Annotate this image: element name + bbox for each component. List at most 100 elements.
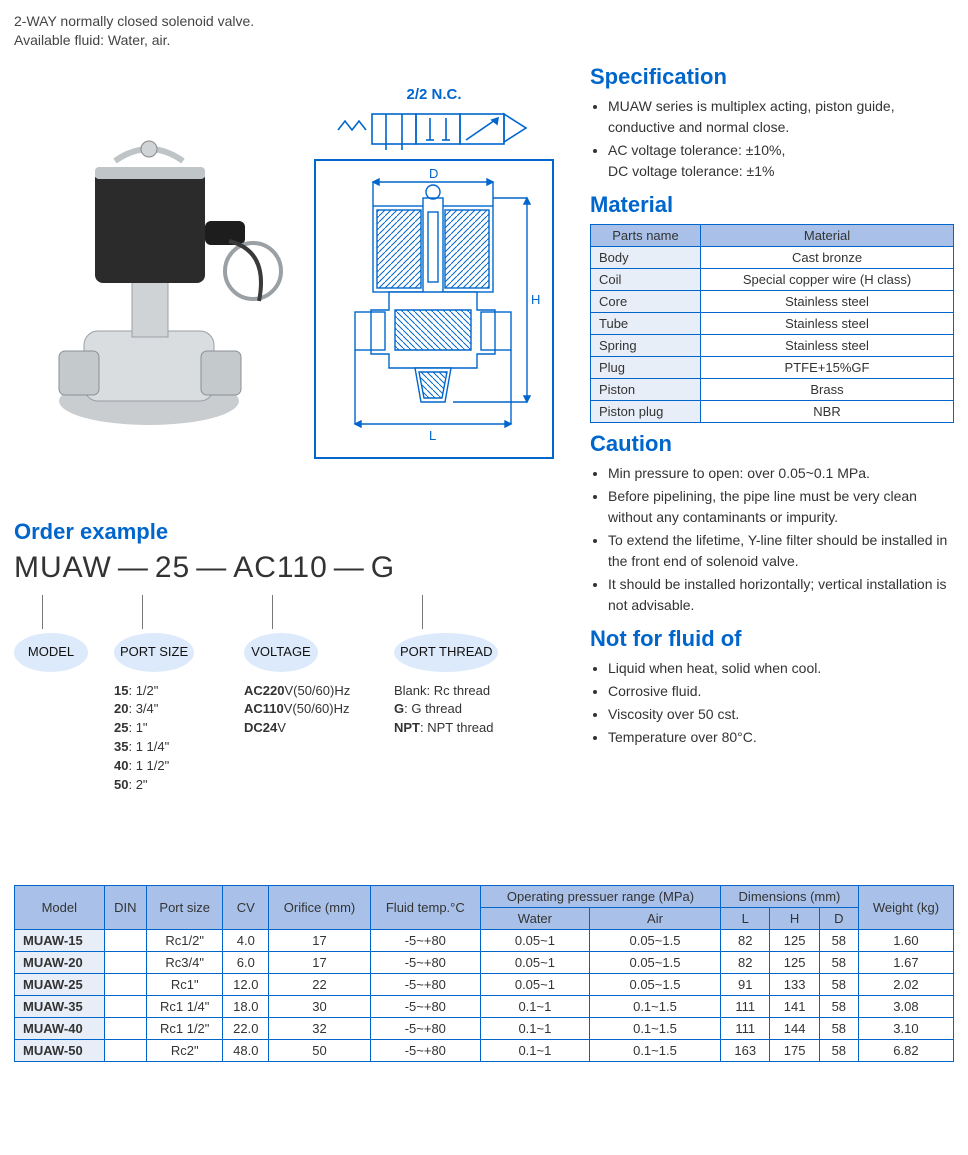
notfor-list: Liquid when heat, solid when cool.Corros…: [590, 658, 954, 748]
specification-item: AC voltage tolerance: ±10%, DC voltage t…: [608, 140, 954, 182]
spec-cell: 22.0: [223, 1017, 269, 1039]
material-value: Cast bronze: [701, 246, 954, 268]
spec-cell: 141: [770, 995, 819, 1017]
material-header-material: Material: [701, 224, 954, 246]
spec-subheader: L: [721, 907, 770, 929]
spec-cell: 6.82: [858, 1039, 953, 1061]
intro-line1: 2-WAY normally closed solenoid valve.: [14, 12, 954, 31]
spec-cell: 0.05~1: [480, 973, 589, 995]
spec-cell: 91: [721, 973, 770, 995]
notfor-item: Liquid when heat, solid when cool.: [608, 658, 954, 679]
spec-cell: -5~+80: [370, 951, 480, 973]
spec-cell: Rc1 1/2": [147, 1017, 223, 1039]
order-code: MUAW—25—AC110—G: [14, 551, 574, 585]
specification-item: MUAW series is multiplex acting, piston …: [608, 96, 954, 138]
material-part-name: Tube: [591, 312, 701, 334]
spec-cell: Rc1/2": [147, 929, 223, 951]
dim-d: D: [429, 168, 438, 181]
spec-cell: 3.10: [858, 1017, 953, 1039]
specification-list: MUAW series is multiplex acting, piston …: [590, 96, 954, 182]
spec-cell: Rc2": [147, 1039, 223, 1061]
order-col-line: Blank: Rc thread: [394, 682, 544, 701]
spec-cell: 0.05~1.5: [589, 929, 720, 951]
spec-cell: 58: [819, 951, 858, 973]
spec-cell: 175: [770, 1039, 819, 1061]
order-col-line: AC110V(50/60)Hz: [244, 700, 394, 719]
spec-cell: 125: [770, 951, 819, 973]
spec-cell: 0.05~1.5: [589, 973, 720, 995]
model-spec-table: ModelDINPort sizeCVOrifice (mm)Fluid tem…: [14, 885, 954, 1062]
order-col-line: DC24V: [244, 719, 394, 738]
material-value: Brass: [701, 378, 954, 400]
spec-model-cell: MUAW-35: [15, 995, 105, 1017]
spec-subheader: Water: [480, 907, 589, 929]
spec-header: Model: [15, 885, 105, 929]
material-value: PTFE+15%GF: [701, 356, 954, 378]
spec-cell: 0.1~1: [480, 1039, 589, 1061]
spec-cell: [104, 1017, 146, 1039]
spec-cell: 1.67: [858, 951, 953, 973]
spec-subheader: Air: [589, 907, 720, 929]
spec-cell: 50: [269, 1039, 370, 1061]
order-col-line: G: G thread: [394, 700, 544, 719]
spec-cell: 18.0: [223, 995, 269, 1017]
order-col-line: 25: 1": [114, 719, 244, 738]
spec-model-cell: MUAW-20: [15, 951, 105, 973]
spec-cell: [104, 929, 146, 951]
spec-cell: 4.0: [223, 929, 269, 951]
spec-cell: 111: [721, 1017, 770, 1039]
spec-cell: 125: [770, 929, 819, 951]
spec-model-cell: MUAW-40: [15, 1017, 105, 1039]
spec-cell: 0.1~1.5: [589, 1039, 720, 1061]
spec-cell: 30: [269, 995, 370, 1017]
pneumatic-symbol: [314, 107, 554, 151]
spec-cell: 48.0: [223, 1039, 269, 1061]
schematic-label: 2/2 N.C.: [314, 86, 554, 103]
material-title: Material: [590, 192, 954, 218]
spec-cell: [104, 995, 146, 1017]
spec-cell: 82: [721, 929, 770, 951]
spec-cell: [104, 973, 146, 995]
caution-item: Min pressure to open: over 0.05~0.1 MPa.: [608, 463, 954, 484]
spec-cell: 12.0: [223, 973, 269, 995]
order-col-line: 35: 1 1/4": [114, 738, 244, 757]
spec-cell: 0.1~1: [480, 1017, 589, 1039]
spec-cell: 0.1~1: [480, 995, 589, 1017]
spec-cell: 3.08: [858, 995, 953, 1017]
spec-subheader: D: [819, 907, 858, 929]
order-col-line: 40: 1 1/2": [114, 757, 244, 776]
material-part-name: Body: [591, 246, 701, 268]
spec-cell: 163: [721, 1039, 770, 1061]
spec-header: Port size: [147, 885, 223, 929]
material-part-name: Piston plug: [591, 400, 701, 422]
spec-header: DIN: [104, 885, 146, 929]
material-part-name: Spring: [591, 334, 701, 356]
spec-header: Operating pressuer range (MPa): [480, 885, 720, 907]
spec-cell: 58: [819, 1017, 858, 1039]
spec-cell: 22: [269, 973, 370, 995]
spec-cell: 32: [269, 1017, 370, 1039]
order-col-line: NPT: NPT thread: [394, 719, 544, 738]
product-photo: [14, 86, 304, 456]
spec-model-cell: MUAW-25: [15, 973, 105, 995]
spec-cell: 58: [819, 929, 858, 951]
spec-cell: 2.02: [858, 973, 953, 995]
order-example-title: Order example: [14, 519, 574, 545]
material-value: Special copper wire (H class): [701, 268, 954, 290]
material-header-parts: Parts name: [591, 224, 701, 246]
spec-cell: 58: [819, 1039, 858, 1061]
spec-cell: 58: [819, 995, 858, 1017]
caution-item: It should be installed horizontally; ver…: [608, 574, 954, 616]
spec-cell: 144: [770, 1017, 819, 1039]
spec-cell: Rc3/4": [147, 951, 223, 973]
spec-cell: 58: [819, 973, 858, 995]
spec-cell: 0.05~1: [480, 951, 589, 973]
spec-header: Orifice (mm): [269, 885, 370, 929]
order-col-line: AC220V(50/60)Hz: [244, 682, 394, 701]
material-value: Stainless steel: [701, 290, 954, 312]
material-value: Stainless steel: [701, 312, 954, 334]
spec-header: Dimensions (mm): [721, 885, 859, 907]
notfor-item: Corrosive fluid.: [608, 681, 954, 702]
spec-cell: -5~+80: [370, 1039, 480, 1061]
spec-model-cell: MUAW-15: [15, 929, 105, 951]
